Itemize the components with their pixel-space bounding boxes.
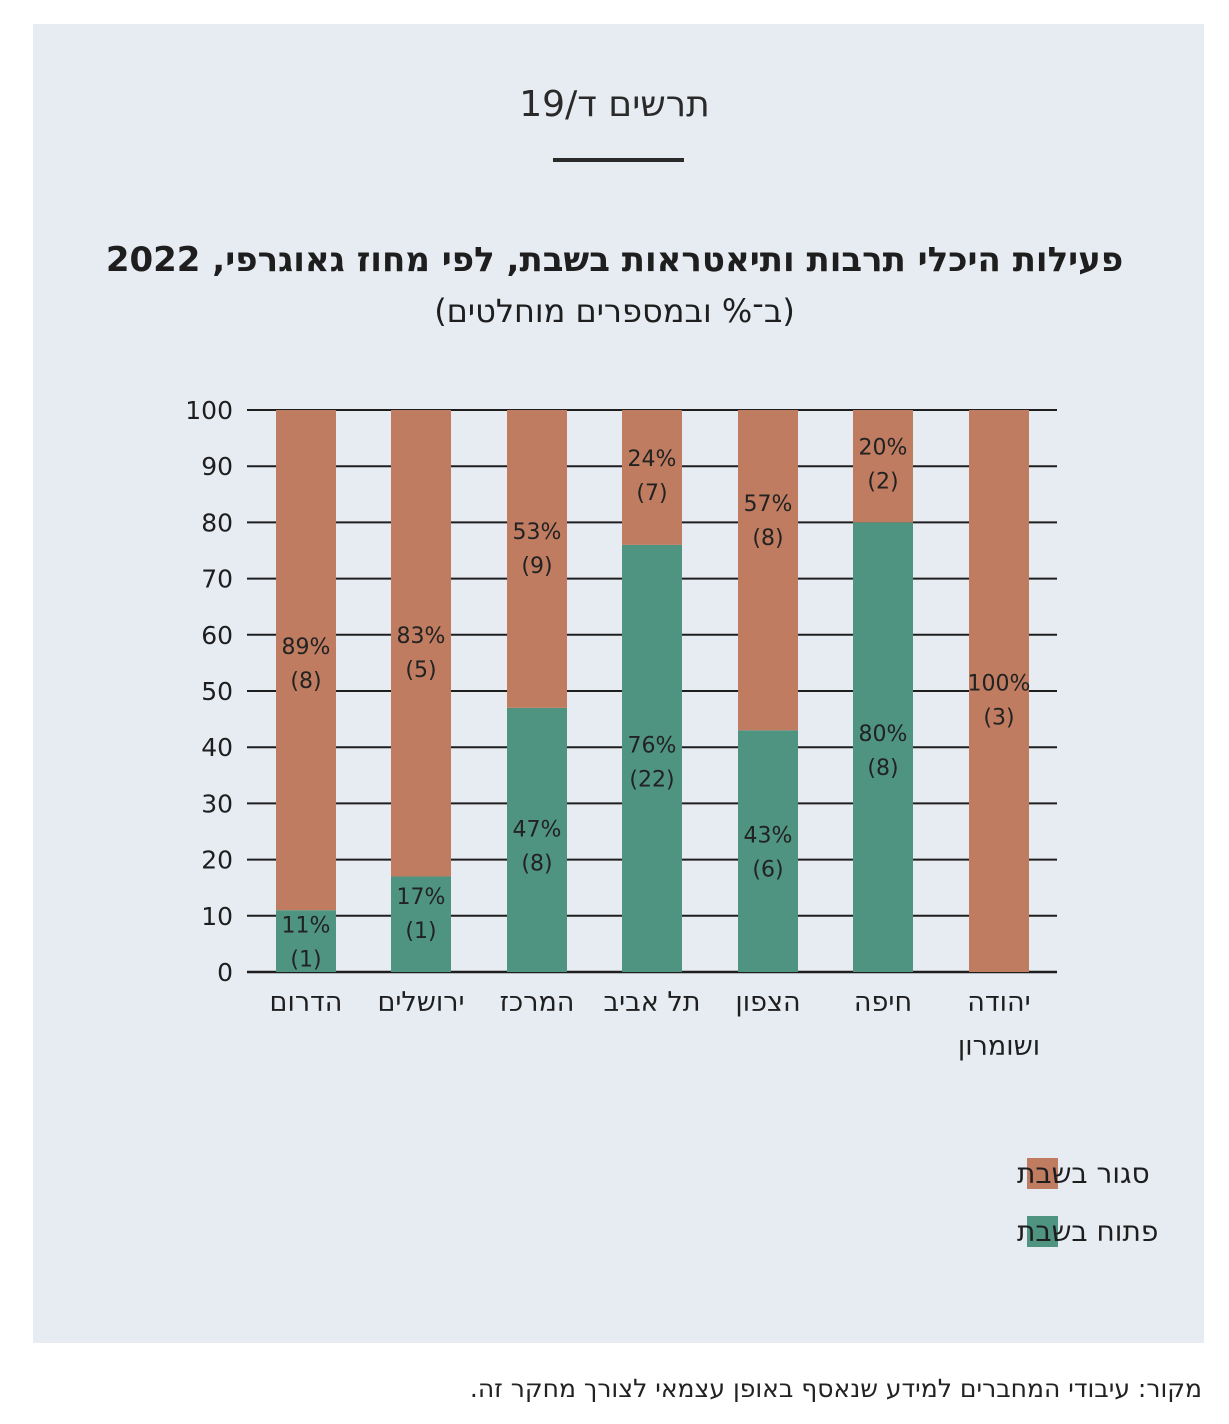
data-label-closed-count: (8)	[290, 669, 321, 694]
chart-subtitle: (ב־% ובמספרים מוחלטים)	[434, 292, 795, 330]
legend-swatch	[1027, 1158, 1058, 1189]
data-label-closed-count: (8)	[752, 526, 783, 551]
legend-label: פתוח בשבת	[1017, 1215, 1158, 1248]
x-tick-label: ושומרון	[958, 1031, 1040, 1062]
source-note: מקור: עיבודי המחברים למידע שנאסף באופן ע…	[469, 1374, 1202, 1403]
data-label-closed-count: (9)	[521, 554, 552, 579]
bars	[276, 410, 1029, 972]
data-label-open-count: (8)	[521, 852, 552, 877]
y-tick-label: 40	[201, 733, 233, 762]
y-tick-label: 60	[201, 621, 233, 650]
y-tick-label: 10	[201, 902, 233, 931]
data-labels: 11% (1) 89% (8) 17% (1) 83% (5) 47% (8) 53% (9) 76% (…	[282, 436, 1031, 973]
data-label-open-percent: 47%	[513, 818, 562, 843]
figure-label-underline	[553, 158, 684, 162]
y-tick-label: 100	[185, 396, 233, 425]
data-label-open-count: (1)	[405, 919, 436, 944]
legend-label: סגור בשבת	[1017, 1157, 1150, 1190]
data-label-closed-percent: 53%	[513, 520, 562, 545]
y-tick-label: 50	[201, 677, 233, 706]
data-label-closed-count: (5)	[405, 658, 436, 683]
bar-open-segment	[853, 522, 913, 972]
y-tick-labels: 0 10 20 30 40 50 60 70 80 90 100	[185, 396, 233, 987]
bar-closed-segment	[276, 410, 336, 911]
data-label-open-count: (22)	[629, 767, 674, 792]
bar-closed-segment	[391, 410, 451, 877]
y-tick-label: 20	[201, 846, 233, 875]
bar-closed-segment	[853, 410, 913, 523]
data-label-open-percent: 11%	[282, 913, 331, 938]
bar-open-segment	[622, 544, 682, 972]
data-label-closed-percent: 100%	[968, 672, 1031, 697]
bar-open-segment	[276, 910, 336, 972]
y-tick-label: 30	[201, 789, 233, 818]
data-label-open-percent: 80%	[859, 722, 908, 747]
bar-closed-segment	[622, 410, 682, 545]
legend-swatch	[1027, 1216, 1058, 1247]
data-label-closed-percent: 20%	[859, 436, 908, 461]
data-label-closed-percent: 89%	[282, 635, 331, 660]
data-label-closed-percent: 57%	[744, 492, 793, 517]
x-tick-label: הצפון	[735, 987, 800, 1018]
data-label-open-percent: 17%	[397, 885, 446, 910]
y-tick-label: 90	[201, 452, 233, 481]
bar-open-segment	[507, 707, 567, 972]
data-label-open-percent: 76%	[628, 733, 677, 758]
data-label-open-percent: 43%	[744, 823, 793, 848]
figure-label: תרשים ד/19	[519, 84, 710, 125]
x-tick-label: חיפה	[854, 987, 912, 1018]
chart-title: פעילות היכלי תרבות ותיאטראות בשבת, לפי מ…	[105, 240, 1124, 280]
bar-closed-segment	[738, 410, 798, 731]
x-tick-label: ירושלים	[377, 987, 464, 1018]
x-tick-label: הדרום	[270, 987, 343, 1018]
bar-open-segment	[391, 876, 451, 972]
bar-closed-segment	[507, 410, 567, 708]
x-tick-labels: הדרום ירושלים המרכז תל אביב הצפון חיפה יהודה וש…	[270, 987, 1041, 1062]
y-tick-label: 80	[201, 508, 233, 537]
data-label-closed-count: (2)	[867, 470, 898, 495]
data-label-closed-percent: 24%	[628, 447, 677, 472]
data-label-closed-count: (3)	[983, 706, 1014, 731]
x-tick-label: תל אביב	[604, 987, 701, 1018]
y-tick-label: 0	[217, 958, 233, 987]
y-tick-label: 70	[201, 565, 233, 594]
bar-closed-segment	[969, 410, 1029, 972]
legend: סגור בשבת פתוח בשבת	[1017, 1157, 1158, 1248]
data-label-open-count: (1)	[290, 947, 321, 972]
x-tick-label: המרכז	[500, 987, 575, 1018]
bar-open-segment	[738, 730, 798, 972]
x-tick-label: יהודה	[967, 987, 1030, 1018]
data-label-closed-percent: 83%	[397, 624, 446, 649]
data-label-open-count: (8)	[867, 756, 898, 781]
data-label-closed-count: (7)	[636, 481, 667, 506]
data-label-open-count: (6)	[752, 857, 783, 882]
